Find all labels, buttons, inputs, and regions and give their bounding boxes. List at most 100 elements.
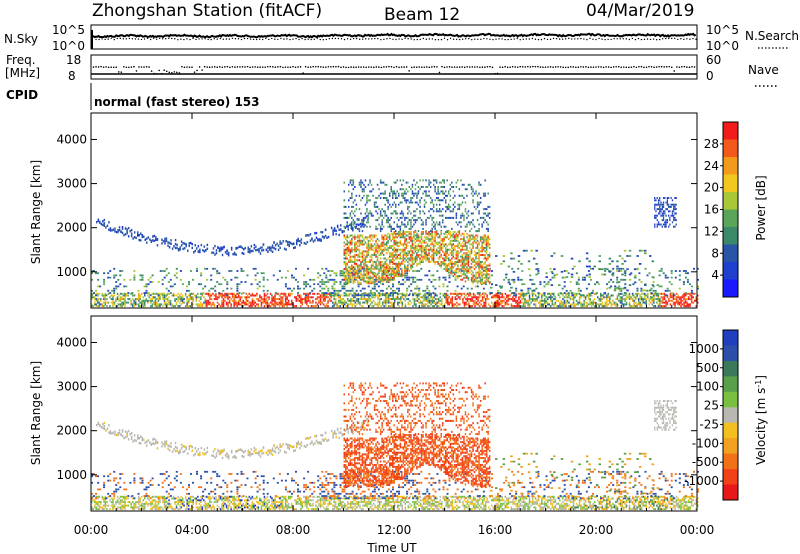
power-cell (220, 248, 222, 252)
power-cell (93, 292, 95, 294)
power-cell (335, 229, 337, 233)
power-cell (572, 301, 575, 304)
power-cell (364, 203, 367, 206)
nave-dot (524, 66, 527, 68)
power-cell (369, 289, 372, 292)
power-cell (141, 234, 143, 237)
nsearch-dot (201, 38, 203, 40)
power-cell (348, 245, 350, 248)
power-cell (410, 197, 412, 199)
power-cell (341, 299, 343, 302)
power-cell (101, 305, 104, 308)
power-cell (97, 301, 99, 304)
nave-dot (458, 66, 461, 68)
power-cell (406, 294, 408, 297)
power-cell (445, 201, 447, 204)
power-cell (168, 299, 170, 302)
power-cell (370, 214, 373, 217)
power-cell (409, 303, 411, 306)
power-cell (353, 278, 356, 281)
power-cell (121, 231, 124, 235)
power-cell (399, 262, 402, 265)
power-cell (358, 254, 361, 256)
power-cell (309, 292, 312, 294)
power-cell (382, 239, 385, 242)
nave-dot (398, 66, 400, 69)
power-cell (354, 255, 356, 258)
power-cell (284, 298, 287, 301)
power-cell (231, 294, 234, 297)
power-cell (221, 253, 224, 257)
power-cell (309, 299, 311, 302)
nsearch-dot (574, 38, 576, 40)
power-cell (404, 243, 406, 246)
power-cell (445, 299, 447, 302)
power-cell (363, 250, 365, 253)
power-cell (462, 292, 464, 295)
power-cell (694, 299, 696, 302)
power-cell (606, 301, 608, 304)
power-cell (424, 292, 426, 295)
power-cell (476, 285, 479, 288)
power-cell (450, 299, 452, 302)
nave-dot (115, 66, 118, 69)
power-cell (351, 183, 353, 186)
power-cell (491, 283, 493, 286)
power-cell (381, 273, 383, 276)
power-cell (389, 236, 391, 239)
power-cell (443, 197, 445, 199)
power-cell (422, 250, 424, 253)
power-cell (398, 261, 400, 263)
power-cell (392, 227, 394, 230)
power-cell (468, 292, 471, 294)
power-cell (431, 236, 433, 239)
power-cell (682, 283, 685, 286)
power-cell (378, 276, 380, 279)
power-cell (407, 205, 409, 208)
power-cell (352, 268, 355, 271)
nave-dot (196, 69, 198, 72)
power-cell (413, 231, 415, 233)
power-cell (284, 294, 287, 297)
power-cell (434, 199, 436, 202)
power-cell (243, 248, 245, 251)
power-cell (389, 219, 391, 222)
power-cell (266, 278, 269, 281)
power-cell (236, 285, 239, 288)
power-cell (406, 298, 408, 301)
power-cell (270, 249, 272, 252)
power-cell (378, 278, 380, 281)
power-cell (346, 271, 348, 274)
power-cell (297, 294, 299, 297)
power-cell (375, 239, 377, 242)
power-cell (442, 283, 445, 286)
power-cell (414, 188, 417, 191)
power-cell (300, 298, 302, 301)
power-cell (484, 303, 487, 306)
power-cell (343, 199, 345, 202)
nsky-tick-top: 10^5 (52, 23, 85, 37)
power-cell (419, 236, 421, 239)
nsearch-dot (228, 38, 231, 40)
power-cell (393, 262, 395, 265)
power-cell (670, 276, 673, 279)
nave-dot (385, 66, 388, 68)
power-cell (176, 246, 178, 250)
power-cell (387, 299, 390, 302)
power-cell (636, 287, 639, 290)
power-cell (398, 275, 400, 278)
power-cell (353, 296, 355, 299)
power-cell (363, 273, 365, 276)
power-cell (658, 274, 661, 277)
nave-dot (143, 66, 145, 68)
power-cell (97, 294, 99, 297)
power-cell (351, 278, 353, 281)
power-cell (354, 199, 356, 202)
power-cell (522, 292, 525, 295)
power-cell (392, 255, 394, 258)
power-cell (575, 299, 578, 302)
power-cell (358, 208, 361, 211)
power-cell (195, 299, 197, 302)
power-cell (385, 281, 388, 283)
power-cell (434, 294, 437, 297)
